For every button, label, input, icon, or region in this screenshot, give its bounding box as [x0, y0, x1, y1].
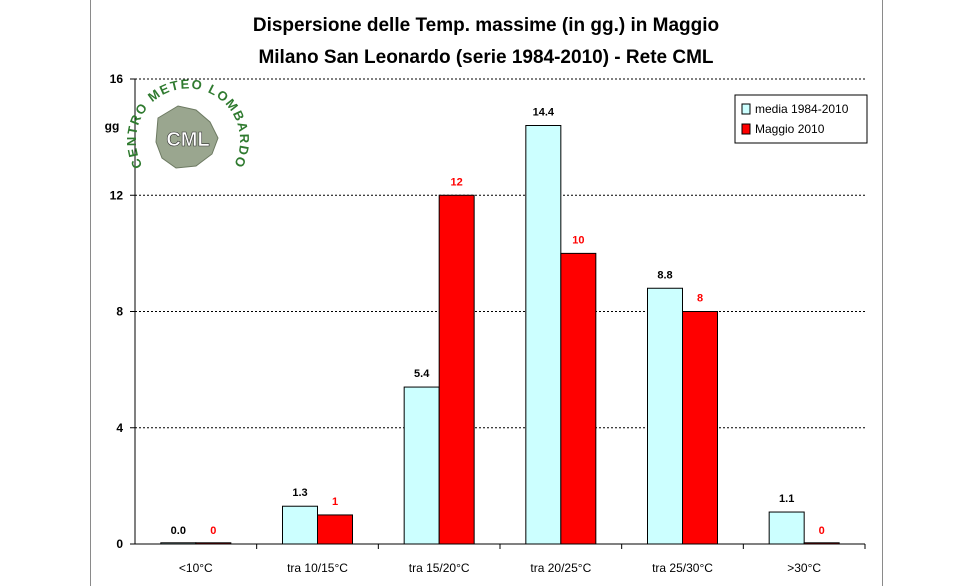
- x-tick-label: tra 25/30°C: [652, 561, 713, 575]
- bars: [160, 125, 840, 545]
- y-tick-label: 0: [116, 537, 123, 551]
- gridlines: [135, 78, 865, 429]
- x-tick-label: tra 15/20°C: [409, 561, 470, 575]
- data-label-media: 8.8: [657, 269, 672, 281]
- chart-subtitle: Milano San Leonardo (serie 1984-2010) - …: [258, 47, 713, 68]
- chart-title: Dispersione delle Temp. massime (in gg.)…: [253, 15, 719, 36]
- data-label-maggio: 10: [572, 234, 584, 246]
- bar-media: [768, 511, 805, 545]
- cml-logo: CML CENTRO METEO LOMBARDO: [124, 76, 251, 171]
- legend-box: [734, 94, 868, 144]
- bar-media: [647, 287, 683, 545]
- bar-maggio: [195, 542, 232, 545]
- y-tick-label: 12: [110, 188, 124, 202]
- legend-swatch-media: [741, 103, 751, 115]
- bar-maggio: [560, 252, 597, 545]
- legend-swatch-maggio: [741, 123, 751, 135]
- x-tick-label: tra 20/25°C: [530, 561, 591, 575]
- legend-label-maggio: Maggio 2010: [755, 122, 825, 136]
- data-label-maggio: 0: [210, 525, 216, 537]
- bar-maggio: [438, 194, 475, 545]
- data-label-maggio: 8: [697, 293, 703, 305]
- y-tick-label: 16: [110, 72, 124, 86]
- bar-maggio: [803, 542, 840, 545]
- x-tick-label: tra 10/15°C: [287, 561, 348, 575]
- chart-frame: [90, 0, 883, 586]
- bar-media: [282, 505, 318, 545]
- bar-media: [160, 542, 197, 545]
- legend: media 1984-2010 Maggio 2010: [734, 94, 868, 144]
- cml-logo-abbr: CML: [166, 129, 209, 151]
- y-tick-label: 8: [116, 305, 123, 319]
- y-axis: 0 4 8 12 16: [110, 72, 136, 551]
- data-label-media: 0.0: [171, 525, 186, 537]
- data-label-media: 14.4: [533, 107, 555, 119]
- bar-maggio: [682, 311, 718, 545]
- x-tick-label: <10°C: [179, 561, 213, 575]
- bar-media: [525, 125, 562, 545]
- data-label-media: 1.1: [779, 493, 794, 505]
- x-tick-label: >30°C: [787, 561, 821, 575]
- data-label-media: 1.3: [292, 487, 307, 499]
- bar-media: [403, 386, 440, 545]
- bar-maggio: [317, 514, 353, 545]
- legend-label-media: media 1984-2010: [755, 102, 849, 116]
- data-labels: 0.0 0 1.3 1 5.4 12 14.4 10 8.8 8 1.1 0: [171, 107, 825, 538]
- data-label-maggio: 1: [332, 496, 338, 508]
- y-axis-label: gg: [105, 119, 120, 133]
- data-label-media: 5.4: [414, 368, 430, 380]
- x-axis: <10°C tra 10/15°C tra 15/20°C tra 20/25°C tr…: [135, 543, 866, 575]
- data-label-maggio: 0: [819, 525, 825, 537]
- y-tick-label: 4: [116, 421, 123, 435]
- data-label-maggio: 12: [451, 176, 463, 188]
- lombardy-map-shape: [155, 105, 219, 169]
